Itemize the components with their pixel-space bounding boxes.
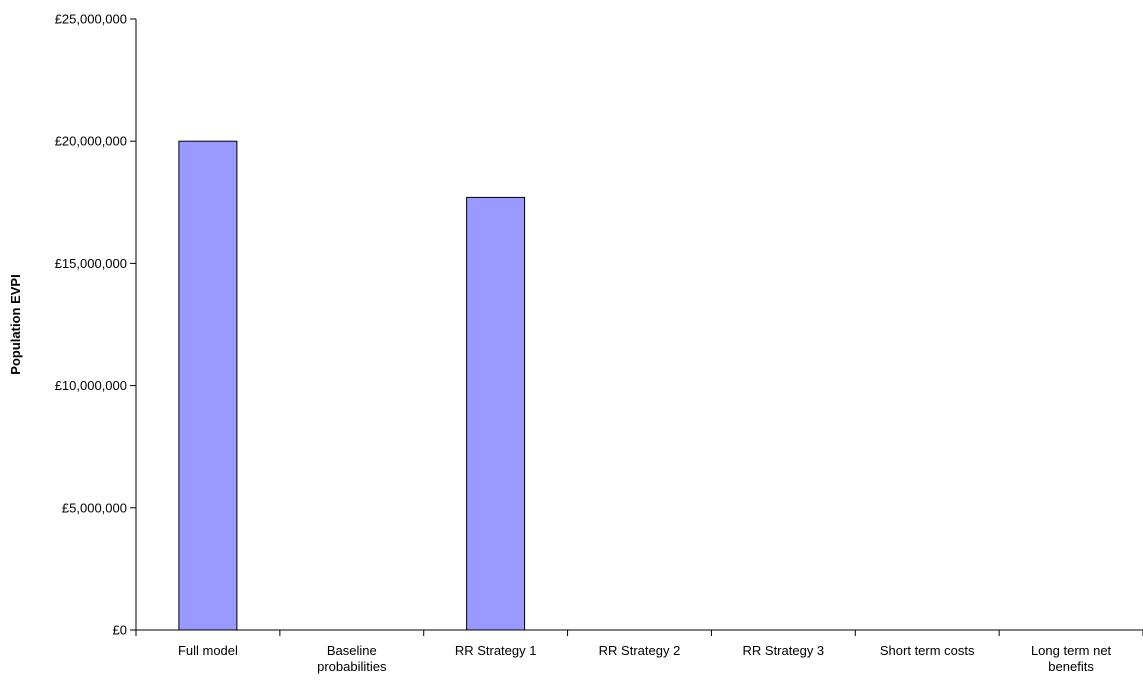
x-tick-label: Baseline probabilities xyxy=(317,643,387,674)
x-tick-label: Short term costs xyxy=(880,643,975,658)
y-tick-label: £0 xyxy=(113,623,127,638)
x-tick-label-line: Baseline xyxy=(327,643,377,658)
axes-group xyxy=(135,19,1143,631)
y-tick-label: £15,000,000 xyxy=(55,256,127,271)
x-tick-label-line: RR Strategy 1 xyxy=(455,643,537,658)
x-tick-label: RR Strategy 3 xyxy=(743,643,825,658)
y-tick-label: £5,000,000 xyxy=(62,500,127,515)
x-ticks-group: Full model Baseline probabilities RR Strate… xyxy=(135,630,1143,674)
x-tick-label-line: probabilities xyxy=(317,659,387,674)
x-tick-label: Full model xyxy=(178,643,238,658)
x-tick-label: RR Strategy 2 xyxy=(599,643,681,658)
x-tick-label-line: Full model xyxy=(178,643,238,658)
x-tick-label-line: Short term costs xyxy=(880,643,975,658)
x-tick-label-line: RR Strategy 2 xyxy=(599,643,681,658)
y-tick-label: £20,000,000 xyxy=(55,134,127,149)
x-tick-label: Long term net benefits xyxy=(1031,643,1112,674)
bars-group xyxy=(178,140,526,631)
y-tick-label: £10,000,000 xyxy=(55,378,127,393)
bar xyxy=(466,196,526,631)
x-tick-label: RR Strategy 1 xyxy=(455,643,537,658)
y-axis-title: Population EVPI xyxy=(8,274,23,374)
x-tick-label-line: RR Strategy 3 xyxy=(743,643,825,658)
y-ticks-group: £0 £5,000,000 £10,000,000 £15,000,000 £20,00… xyxy=(55,12,136,638)
x-tick-label-line: benefits xyxy=(1048,659,1094,674)
bar xyxy=(178,140,238,631)
y-tick-label: £25,000,000 xyxy=(55,12,127,27)
x-tick-label-line: Long term net xyxy=(1031,643,1112,658)
